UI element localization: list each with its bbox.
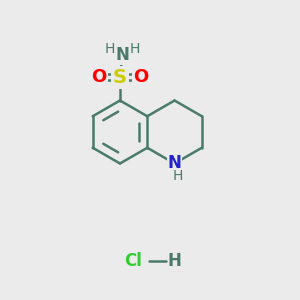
Text: S: S bbox=[113, 68, 127, 87]
Text: O: O bbox=[134, 68, 148, 86]
Text: O: O bbox=[92, 68, 106, 86]
Text: H: H bbox=[130, 42, 140, 56]
Text: N: N bbox=[168, 154, 182, 172]
Text: N: N bbox=[116, 46, 129, 64]
Text: H: H bbox=[173, 169, 183, 183]
Text: H: H bbox=[168, 252, 182, 270]
Text: H: H bbox=[105, 42, 115, 56]
Text: Cl: Cl bbox=[124, 252, 142, 270]
